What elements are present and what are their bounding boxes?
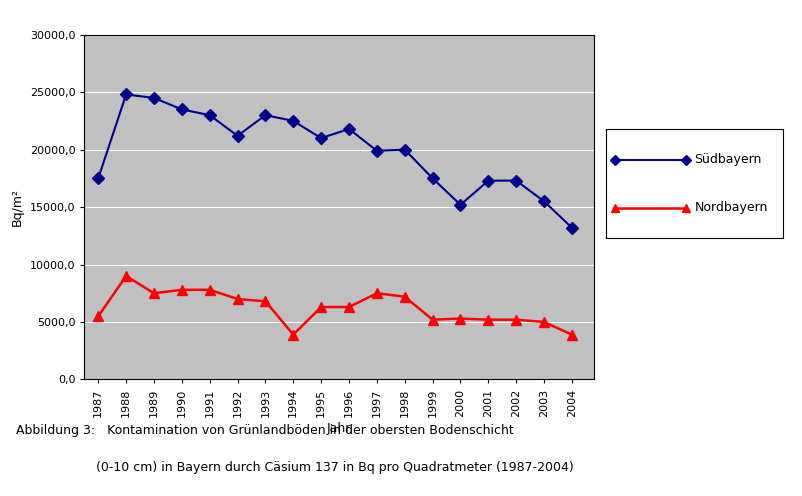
- Nordbayern: [427, 317, 437, 323]
- Südbayern: [261, 112, 270, 118]
- Nordbayern: [176, 287, 186, 293]
- X-axis label: Jahr: Jahr: [326, 423, 351, 435]
- Nordbayern: [399, 294, 409, 300]
- Y-axis label: Bq/m²: Bq/m²: [11, 188, 24, 226]
- Südbayern: [288, 118, 298, 124]
- Nordbayern: [511, 317, 520, 323]
- Nordbayern: [121, 273, 131, 279]
- Nordbayern: [288, 332, 298, 338]
- Südbayern: [399, 147, 409, 153]
- Nordbayern: [93, 313, 103, 319]
- Südbayern: [176, 107, 186, 113]
- Nordbayern: [233, 296, 242, 302]
- Südbayern: [205, 112, 214, 118]
- Südbayern: [93, 176, 103, 182]
- Südbayern: [427, 176, 437, 182]
- Südbayern: [149, 95, 159, 101]
- Nordbayern: [455, 315, 464, 321]
- Line: Nordbayern: Nordbayern: [93, 271, 576, 339]
- Südbayern: [455, 202, 464, 208]
- Südbayern: [121, 91, 131, 97]
- Südbayern: [511, 178, 520, 184]
- Südbayern: [566, 225, 576, 231]
- Nordbayern: [344, 304, 354, 310]
- Nordbayern: [261, 298, 270, 304]
- Nordbayern: [316, 304, 326, 310]
- Südbayern: [539, 198, 549, 204]
- Südbayern: [316, 135, 326, 141]
- Text: Abbildung 3:   Kontamination von Grünlandböden in der obersten Bodenschicht: Abbildung 3: Kontamination von Grünlandb…: [16, 424, 513, 437]
- Nordbayern: [566, 332, 576, 338]
- Südbayern: [483, 178, 492, 184]
- Nordbayern: [371, 290, 381, 296]
- Text: Südbayern: Südbayern: [694, 153, 761, 166]
- Nordbayern: [483, 317, 492, 323]
- Nordbayern: [205, 287, 214, 293]
- Text: (0-10 cm) in Bayern durch Cäsium 137 in Bq pro Quadratmeter (1987-2004): (0-10 cm) in Bayern durch Cäsium 137 in …: [16, 461, 573, 474]
- Text: Nordbayern: Nordbayern: [694, 201, 767, 214]
- Nordbayern: [539, 319, 549, 325]
- Nordbayern: [149, 290, 159, 296]
- Südbayern: [233, 133, 242, 139]
- Südbayern: [371, 148, 381, 154]
- Line: Südbayern: Südbayern: [94, 90, 575, 232]
- Südbayern: [344, 126, 354, 132]
